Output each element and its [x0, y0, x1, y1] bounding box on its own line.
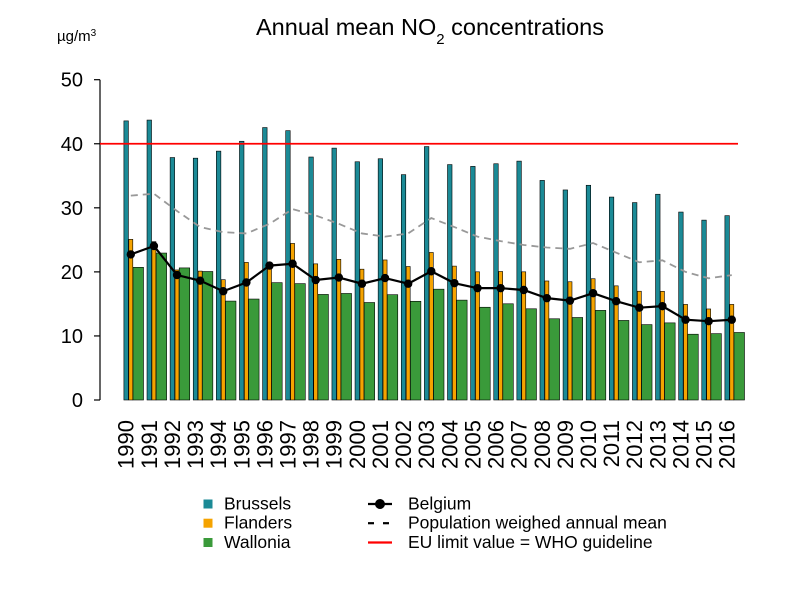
svg-text:1990: 1990	[114, 420, 139, 469]
svg-text:2006: 2006	[484, 420, 509, 469]
svg-text:2007: 2007	[507, 420, 532, 469]
svg-text:2016: 2016	[715, 420, 740, 469]
svg-text:1997: 1997	[276, 420, 301, 469]
svg-text:0: 0	[72, 390, 83, 412]
svg-text:1996: 1996	[252, 420, 277, 469]
svg-text:2003: 2003	[414, 420, 439, 469]
svg-text:2008: 2008	[530, 420, 555, 469]
svg-text:1993: 1993	[183, 420, 208, 469]
svg-text:EU limit value = WHO guideline: EU limit value = WHO guideline	[408, 532, 653, 552]
svg-text:2001: 2001	[368, 420, 393, 469]
svg-text:Flanders: Flanders	[224, 513, 292, 533]
svg-text:µg/m3: µg/m3	[57, 28, 97, 46]
svg-text:2009: 2009	[553, 420, 578, 469]
svg-text:2002: 2002	[391, 420, 416, 469]
svg-text:2013: 2013	[645, 420, 670, 469]
svg-text:2012: 2012	[622, 420, 647, 469]
svg-text:Belgium: Belgium	[408, 494, 471, 514]
svg-text:1991: 1991	[137, 420, 162, 469]
svg-text:2015: 2015	[692, 420, 717, 469]
svg-text:1994: 1994	[206, 420, 231, 469]
svg-text:Wallonia: Wallonia	[224, 532, 291, 552]
svg-text:2004: 2004	[437, 420, 462, 469]
svg-text:Annual mean NO2 concentrations: Annual mean NO2 concentrations	[256, 14, 604, 48]
svg-text:1992: 1992	[160, 420, 185, 469]
svg-text:1995: 1995	[229, 420, 254, 469]
svg-text:50: 50	[61, 70, 83, 92]
svg-text:1998: 1998	[299, 420, 324, 469]
svg-text:20: 20	[61, 262, 83, 284]
svg-text:2014: 2014	[668, 420, 693, 469]
svg-text:40: 40	[61, 134, 83, 156]
svg-text:2005: 2005	[460, 420, 485, 469]
svg-text:1999: 1999	[322, 420, 347, 469]
svg-text:10: 10	[61, 326, 83, 348]
svg-text:Population weighed annual mean: Population weighed annual mean	[408, 513, 667, 533]
svg-text:2000: 2000	[345, 420, 370, 469]
svg-text:30: 30	[61, 198, 83, 220]
svg-text:Brussels: Brussels	[224, 494, 291, 514]
svg-text:2011: 2011	[599, 420, 624, 467]
svg-text:2010: 2010	[576, 420, 601, 469]
